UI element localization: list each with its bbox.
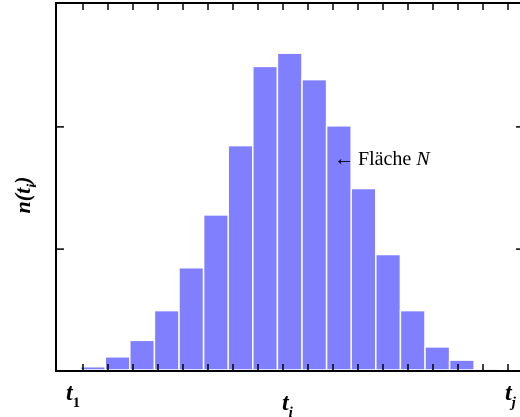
axis-ticks [56,3,520,371]
histogram-bar [79,365,106,371]
histogram-bar [153,309,180,371]
histogram-bar [202,214,229,371]
histogram-bar [227,144,254,371]
histogram-bar [104,356,131,371]
plot-frame [55,2,520,372]
x-tick-label-tj: tj [505,380,517,411]
histogram-bar [424,346,451,371]
left-arrow-icon: ← [334,148,354,170]
y-axis-label-subscript: i [25,184,40,188]
histogram-bar [301,78,328,371]
histogram-bar [325,125,352,371]
histogram-bar [252,65,279,371]
histogram-bar [375,253,402,371]
histogram-bar [399,309,426,371]
histogram-bar [448,359,475,371]
x-tick-label-t1: t1 [66,380,80,411]
histogram-bars [79,52,500,371]
histogram-bar [178,266,205,371]
x-tick-label-ti: ti [282,390,294,417]
histogram-bar [473,367,500,371]
y-axis-label: n(ti) [10,177,40,214]
histogram-bar [350,187,377,371]
area-annotation: ← Fläche N [334,148,431,170]
histogram-bar [276,52,303,371]
